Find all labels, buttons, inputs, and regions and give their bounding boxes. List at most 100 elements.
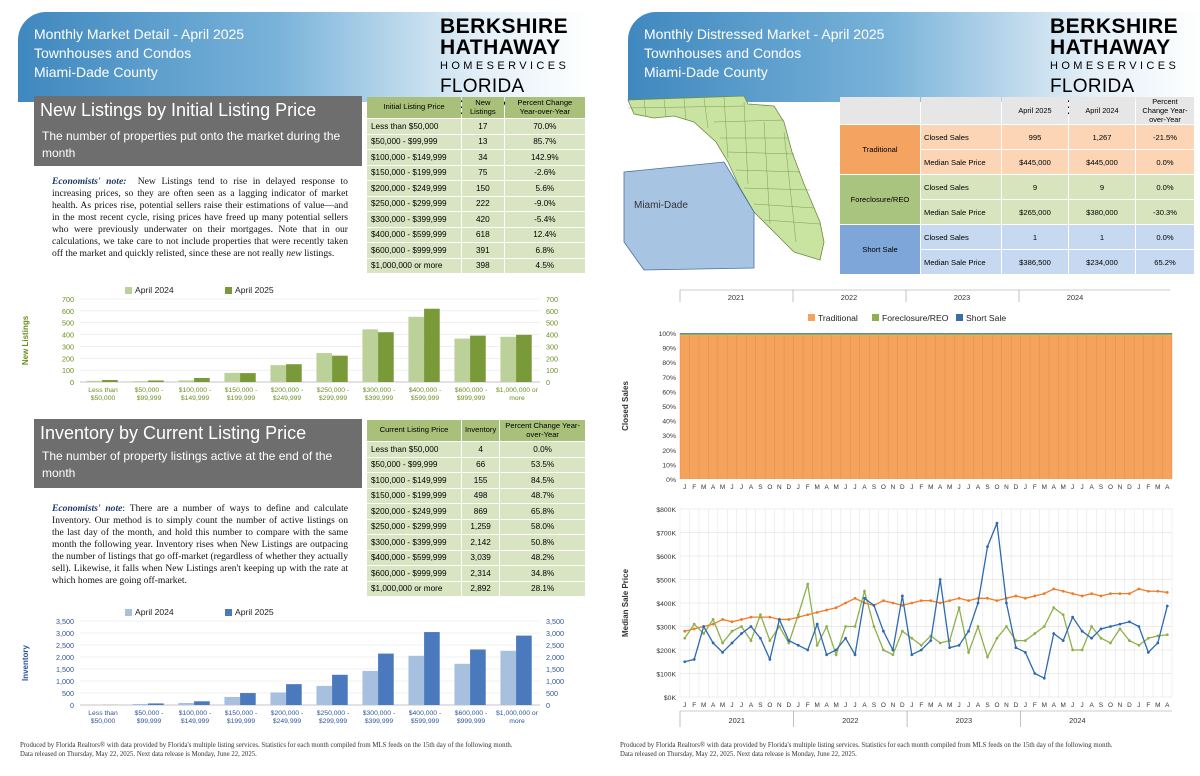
median-price-chart: $0K $100K $200K $300K $400K $500K $600K $700K $8…	[621, 507, 1173, 727]
x-tick-label: $999,999	[457, 395, 486, 402]
x-tick-label: $99,999	[137, 718, 162, 725]
table-cell: $234,000	[1069, 250, 1135, 274]
header-title: Monthly Distressed Market - April 2025	[644, 26, 885, 42]
data-point	[683, 629, 687, 633]
bar-april-2025	[148, 380, 164, 382]
data-point	[995, 636, 999, 640]
data-point	[1061, 639, 1065, 642]
inventory-chart: 0 0 500 500 1,000 1,000 1,500 1,500 2,000 2,000 2,…	[21, 607, 564, 725]
table-row: Median Sale Price $386,500 $234,000 65.2%	[840, 250, 1194, 274]
table-row: Less than $50,000 17 70.0%	[367, 119, 585, 134]
table-cell: 618	[462, 227, 504, 242]
table-cell: Less than $50,000	[367, 119, 461, 134]
bar-april-2025	[240, 693, 256, 705]
table-cell: 5.6%	[504, 181, 585, 196]
footer-line: Data released on Thursday, May 22, 2025.…	[620, 751, 857, 758]
table-row: $400,000 - $599,999 3,039 48.2%	[367, 550, 585, 565]
month-label: O	[994, 484, 999, 491]
table-cell: $386,500	[1002, 250, 1068, 274]
month-label: O	[881, 702, 886, 709]
data-point	[1137, 643, 1141, 647]
data-point	[957, 643, 961, 647]
miami-dade-region	[623, 161, 755, 271]
table-cell: $50,000 - $99,999	[367, 134, 461, 149]
x-tick-label: $150,000 -	[225, 710, 258, 717]
data-point	[910, 601, 914, 605]
legend-swatch	[125, 287, 132, 294]
x-tick-label: $399,999	[365, 395, 394, 402]
data-point	[768, 658, 772, 661]
data-point	[948, 646, 952, 650]
data-point	[692, 658, 696, 661]
data-point	[1146, 650, 1150, 654]
page-header: Monthly Market Detail - April 2025 Townh…	[18, 12, 590, 119]
month-label: A	[976, 702, 981, 709]
month-label: M	[720, 484, 725, 491]
y-tick-label: 100%	[659, 331, 676, 338]
x-tick-label: $50,000 -	[135, 387, 164, 394]
table-row: $250,000 - $299,999 1,259 58.0%	[367, 519, 585, 534]
y-tick-label: $500K	[656, 578, 676, 585]
data-point	[1090, 636, 1093, 640]
bar-april-2024	[454, 663, 471, 705]
data-point	[1071, 592, 1075, 595]
data-point	[1014, 594, 1018, 598]
legend-label: Foreclosure/REO	[882, 313, 949, 323]
new-listings-subtitle: The number of properties put onto the ma…	[42, 129, 341, 160]
data-point	[815, 622, 819, 626]
table-cell: 34.8%	[500, 566, 585, 581]
month-label: O	[994, 702, 999, 709]
inventory-table: Current Listing Price Inventory Percent Ch…	[366, 419, 586, 597]
bar-april-2025	[516, 334, 532, 382]
data-point	[995, 521, 999, 525]
y-tick-label-right: 3,000	[546, 629, 564, 638]
month-label: S	[1099, 484, 1103, 491]
table-cell: 4	[462, 442, 500, 457]
data-point	[1146, 636, 1150, 640]
data-point	[740, 632, 743, 635]
x-tick-label: $149,999	[181, 718, 210, 725]
month-label: J	[853, 484, 856, 491]
data-point	[1165, 633, 1169, 637]
table-cell: 420	[462, 212, 504, 227]
table-cell: 391	[462, 243, 504, 258]
data-point	[1118, 627, 1122, 631]
month-label: A	[1165, 702, 1170, 709]
month-label: N	[1004, 484, 1009, 491]
y-axis-title: Inventory	[21, 644, 30, 681]
line-traditional	[684, 588, 1168, 632]
data-point	[976, 601, 980, 605]
table-cell: $200,000 - $249,999	[367, 181, 461, 196]
data-point	[863, 589, 866, 593]
table-cell: $300,000 - $399,999	[367, 535, 461, 550]
y-tick-label: 20%	[662, 448, 676, 455]
x-tick-label: $600,000 -	[455, 710, 488, 717]
year-label: 2023	[954, 293, 970, 302]
inventory-title: Inventory by Current Listing Price	[40, 423, 307, 443]
table-cell: $1,000,000 or more	[367, 258, 461, 273]
data-point	[730, 620, 734, 624]
y-tick-label: 30%	[662, 433, 676, 440]
table-cell: -2.6%	[504, 165, 585, 180]
data-point	[910, 653, 914, 657]
bar-april-2024	[408, 316, 425, 382]
bar-april-2024	[86, 380, 103, 382]
column-header: Inventory	[462, 420, 500, 441]
y-tick-label-right: 1,500	[546, 665, 564, 674]
footer-line: Produced by Florida Realtors® with data …	[20, 742, 513, 749]
table-cell: Median Sale Price	[921, 250, 1001, 274]
data-point	[1042, 676, 1046, 680]
y-tick-label: $300K	[656, 625, 676, 632]
data-point	[721, 618, 724, 621]
month-label: J	[910, 702, 913, 709]
data-point	[1156, 641, 1160, 645]
month-label: N	[891, 484, 896, 491]
map-label: Miami-Dade	[634, 200, 688, 211]
data-point	[721, 641, 724, 645]
logo-line: BERKSHIRE	[1050, 15, 1179, 38]
table-cell: $445,000	[1069, 150, 1135, 174]
table-cell: $265,000	[1002, 200, 1068, 224]
bar-april-2024	[270, 692, 287, 705]
company-logo: BERKSHIRE HATHAWAY HOMESERVICES FLORIDA …	[440, 16, 590, 120]
x-tick-label: $299,999	[319, 718, 348, 725]
